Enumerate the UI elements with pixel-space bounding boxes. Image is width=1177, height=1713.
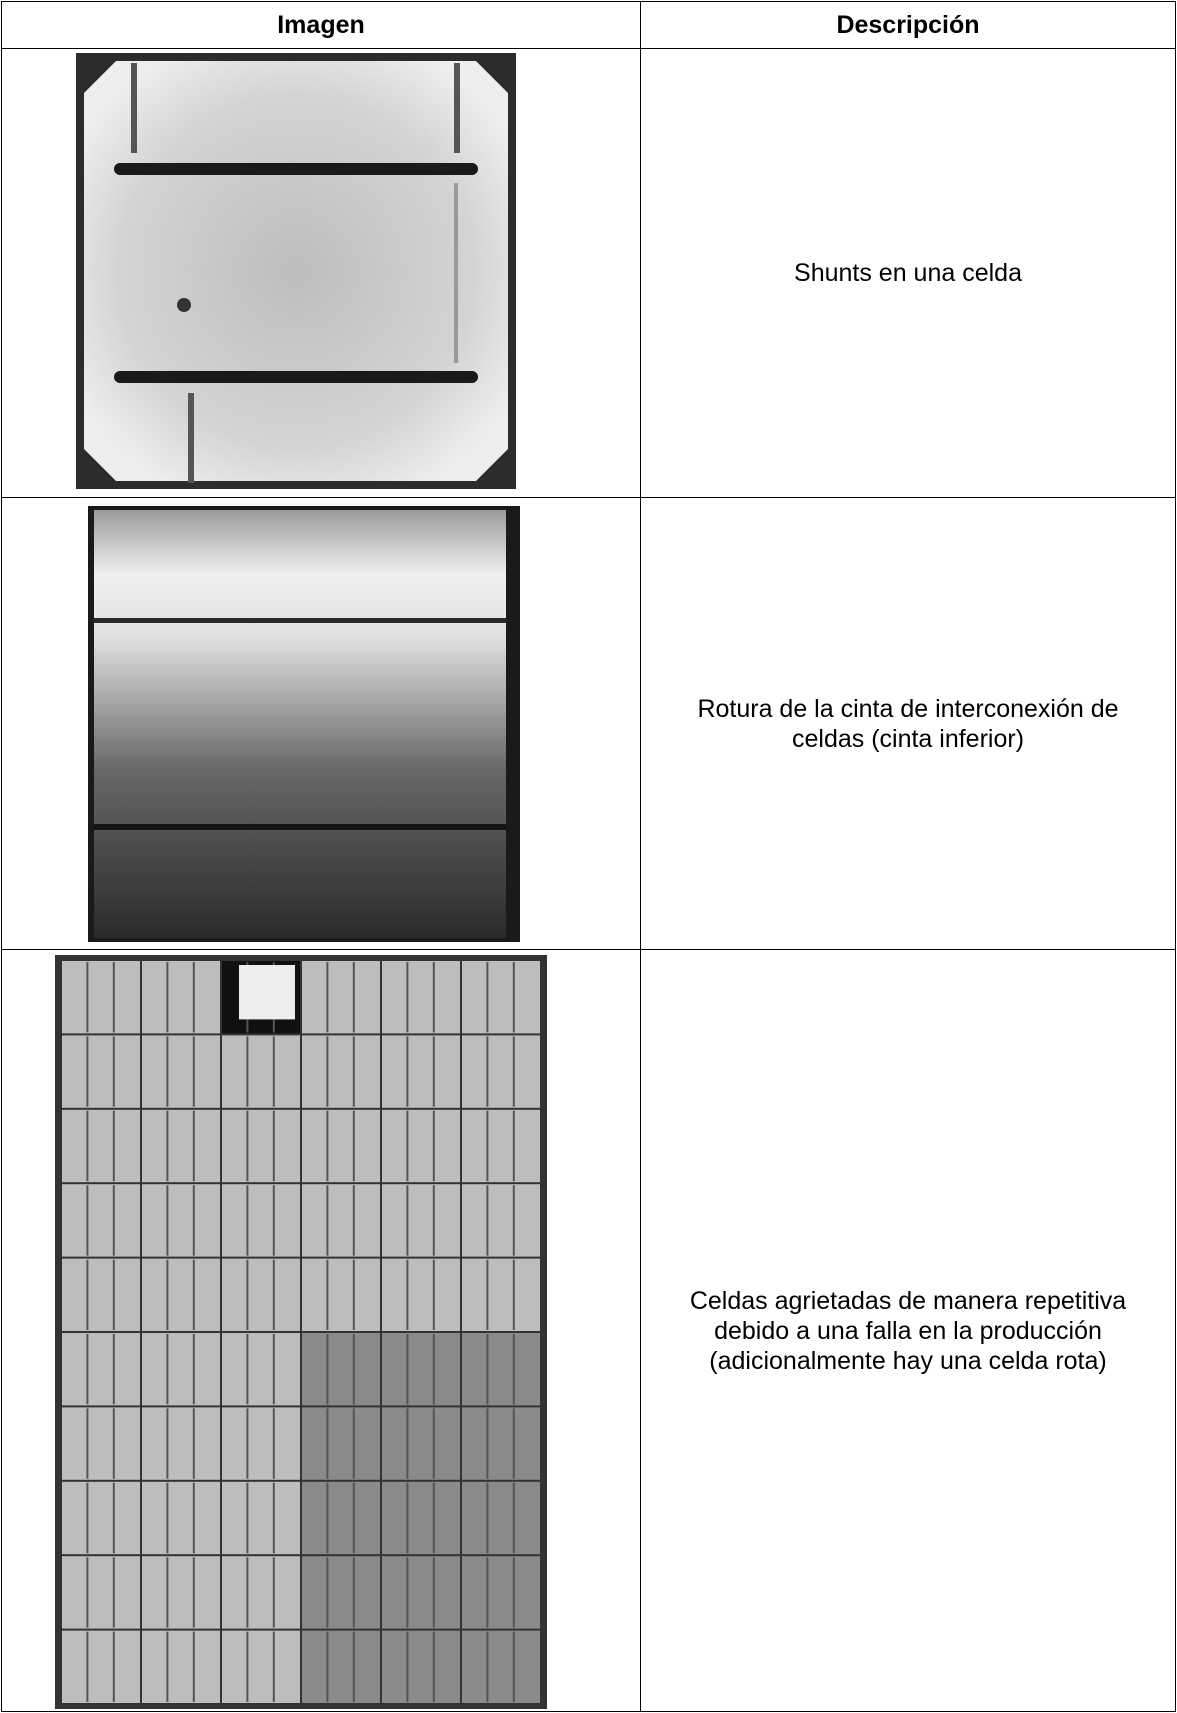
row: Rotura de la cinta de interconexión de c… — [1, 497, 1176, 950]
broken-cell-bright — [239, 965, 295, 1020]
panel-cell — [382, 1333, 460, 1406]
panel-cell — [462, 1481, 540, 1555]
panel-cell — [462, 1407, 540, 1480]
panel-cell — [382, 961, 460, 1034]
panel-cell — [462, 1556, 540, 1629]
panel-cell — [222, 1630, 300, 1703]
header-row: Imagen Descripción — [1, 1, 1176, 49]
panel-cell — [222, 1184, 300, 1257]
text-line: celdas (cinta inferior) — [791, 724, 1025, 753]
image-cell — [1, 48, 641, 498]
panel-cell — [302, 1035, 380, 1108]
panel-cell — [142, 1109, 220, 1183]
panel-cell — [62, 1556, 140, 1629]
text-line: Celdas agrietadas de manera repetitiva — [689, 1286, 1127, 1315]
panel-cell — [62, 1184, 140, 1257]
panel-cell — [62, 1407, 140, 1480]
panel-cell — [142, 1035, 220, 1108]
panel-cell — [462, 1035, 540, 1108]
panel-cell — [142, 961, 220, 1034]
description-cell: Rotura de la cinta de interconexión de c… — [640, 497, 1176, 950]
panel-cell — [302, 1556, 380, 1629]
panel-cell — [222, 1258, 300, 1331]
panel-cell — [222, 1407, 300, 1480]
panel-cell — [382, 1258, 460, 1331]
panel-cell — [382, 1184, 460, 1257]
panel-cell — [382, 1556, 460, 1629]
panel-cell — [62, 1258, 140, 1331]
panel-cell — [302, 961, 380, 1034]
panel-cell — [142, 1258, 220, 1331]
panel-cell — [142, 1556, 220, 1629]
panel-cell — [62, 961, 140, 1034]
el-image-ribbon — [88, 506, 520, 942]
panel-cell — [62, 1630, 140, 1703]
panel-cell — [382, 1481, 460, 1555]
panel-cell — [462, 1630, 540, 1703]
panel-cell — [462, 1184, 540, 1257]
image-cell — [1, 949, 641, 1712]
text-line: debido a una falla en la producción — [714, 1316, 1102, 1345]
panel-cell — [142, 1184, 220, 1257]
panel-cell — [222, 1481, 300, 1555]
row: Celdas agrietadas de manera repetitiva d… — [1, 949, 1176, 1712]
panel-cell — [462, 1258, 540, 1331]
panel-cell — [382, 1630, 460, 1703]
panel-cell — [302, 1109, 380, 1183]
panel-cell — [382, 1035, 460, 1108]
panel-cell — [222, 1109, 300, 1183]
panel-cell — [62, 1109, 140, 1183]
panel-cell — [302, 1258, 380, 1331]
panel-cell — [62, 1333, 140, 1406]
panel-cell — [302, 1481, 380, 1555]
description-cell: Shunts en una celda — [640, 48, 1176, 498]
el-image-shunts — [76, 53, 516, 489]
description-cell: Celdas agrietadas de manera repetitiva d… — [640, 949, 1176, 1712]
panel-cell — [222, 1035, 300, 1108]
el-image-panel — [55, 955, 547, 1709]
panel-cell — [222, 1556, 300, 1629]
text-line: Shunts en una celda — [794, 259, 1022, 287]
panel-cell — [142, 1481, 220, 1555]
panel-cell — [142, 1333, 220, 1406]
panel-cell — [142, 1630, 220, 1703]
panel-cell — [382, 1407, 460, 1480]
panel-cell — [302, 1184, 380, 1257]
panel-cell — [462, 961, 540, 1034]
panel-cell — [222, 1333, 300, 1406]
panel-cell — [302, 1630, 380, 1703]
text-line: (adicionalmente hay una celda rota) — [709, 1346, 1107, 1375]
panel-cell — [462, 1333, 540, 1406]
panel-cell — [302, 1407, 380, 1480]
panel-cell — [302, 1333, 380, 1406]
panel-cell — [142, 1407, 220, 1480]
image-cell — [1, 497, 641, 950]
panel-cell — [62, 1035, 140, 1108]
panel-cell — [462, 1109, 540, 1183]
panel-cell — [382, 1109, 460, 1183]
text-line: Rotura de la cinta de interconexión de — [697, 694, 1119, 723]
panel-cell — [62, 1481, 140, 1555]
header-cell: Descripción — [640, 1, 1176, 49]
row: Shunts en una celda — [1, 48, 1176, 498]
header-cell: Imagen — [1, 1, 641, 49]
